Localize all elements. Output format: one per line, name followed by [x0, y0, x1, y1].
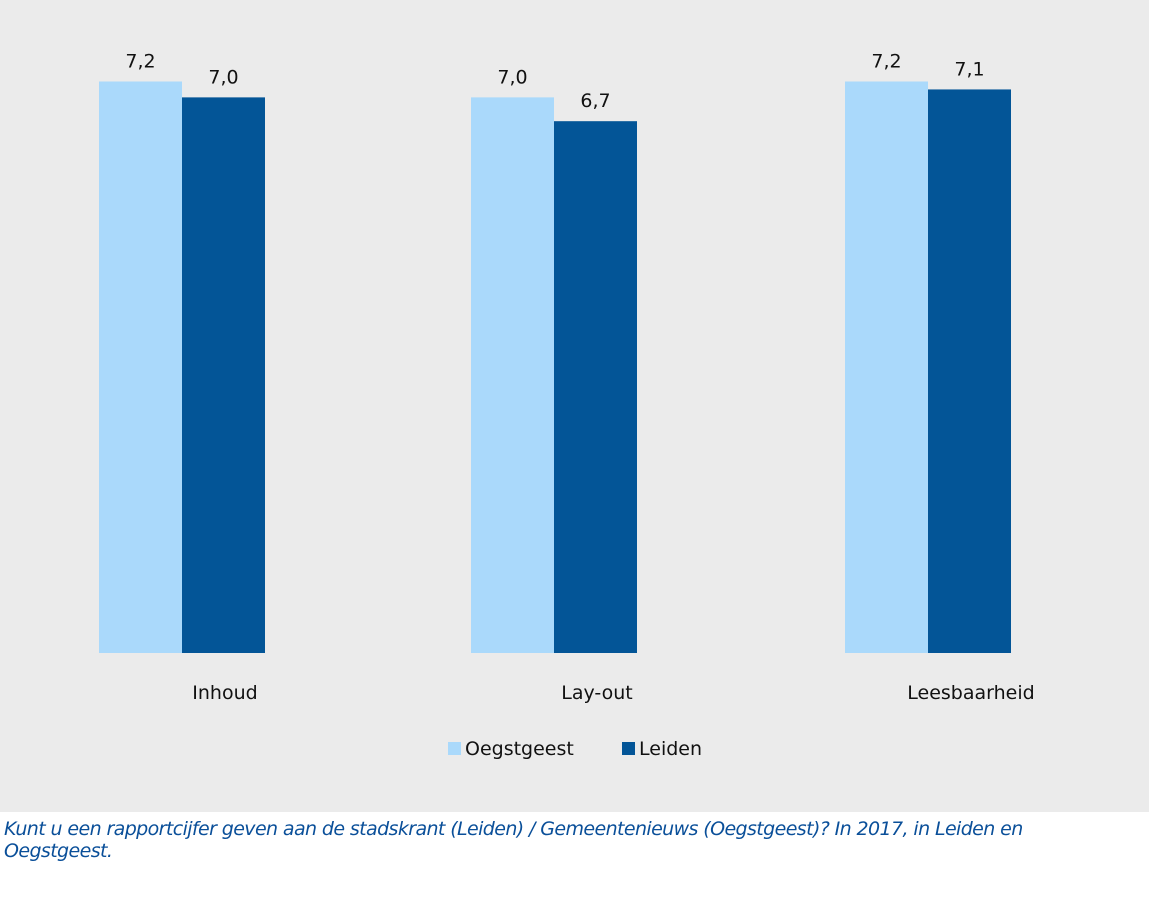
chart-caption: Kunt u een rapportcijfer geven aan de st…: [4, 818, 1023, 862]
x-tick-label: Inhoud: [192, 682, 257, 704]
bar-leiden-lay-out: [554, 121, 637, 653]
data-label: 7,0: [208, 66, 238, 88]
x-tick-label: Lay-out: [561, 682, 632, 704]
x-tick-label: Leesbaarheid: [907, 682, 1034, 704]
legend-swatch-leiden: [622, 742, 635, 755]
data-label: 6,7: [580, 90, 610, 112]
bar-oegstgeest-lay-out: [471, 97, 554, 653]
data-label: 7,1: [954, 58, 984, 80]
data-label: 7,2: [125, 51, 155, 73]
bar-leiden-leesbaarheid: [928, 89, 1011, 653]
bar-oegstgeest-leesbaarheid: [845, 81, 928, 653]
bar-oegstgeest-inhoud: [99, 81, 182, 653]
data-label: 7,2: [871, 51, 901, 73]
legend-label-oegstgeest: Oegstgeest: [465, 738, 574, 760]
legend-swatch-oegstgeest: [448, 742, 461, 755]
data-label: 7,0: [497, 66, 527, 88]
legend-label-leiden: Leiden: [639, 738, 702, 760]
bar-leiden-inhoud: [182, 97, 265, 653]
